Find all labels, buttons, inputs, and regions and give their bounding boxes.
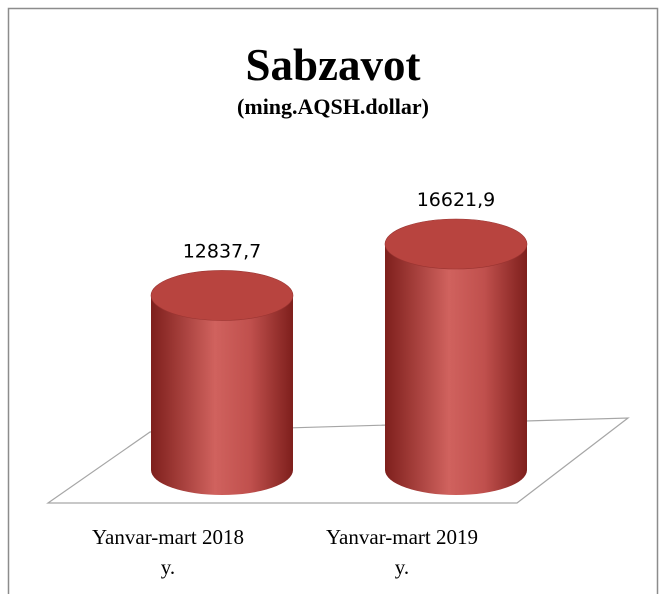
cylinder-top [384,218,528,270]
x-tick-label-line: Yanvar-mart 2018 [92,525,244,549]
x-tick-label: Yanvar-mart 2018 y. [92,525,244,579]
cylinder-body [385,244,527,495]
cylinder-top [150,270,294,321]
bar [150,270,294,495]
bar [384,218,528,495]
x-tick-label-line: y. [395,555,409,579]
x-tick-label-line: y. [161,555,175,579]
value-label: 16621,9 [417,189,496,211]
chart-title: Sabzavot [245,40,420,90]
floor [46,417,630,504]
cylinder-body [151,295,293,495]
chart-subtitle: (ming.AQSH.dollar) [237,94,429,119]
x-tick-label-line: Yanvar-mart 2019 [326,525,478,549]
value-label: 12837,7 [183,240,262,262]
chart-border [7,7,659,594]
x-tick-label: Yanvar-mart 2019 y. [326,525,478,579]
